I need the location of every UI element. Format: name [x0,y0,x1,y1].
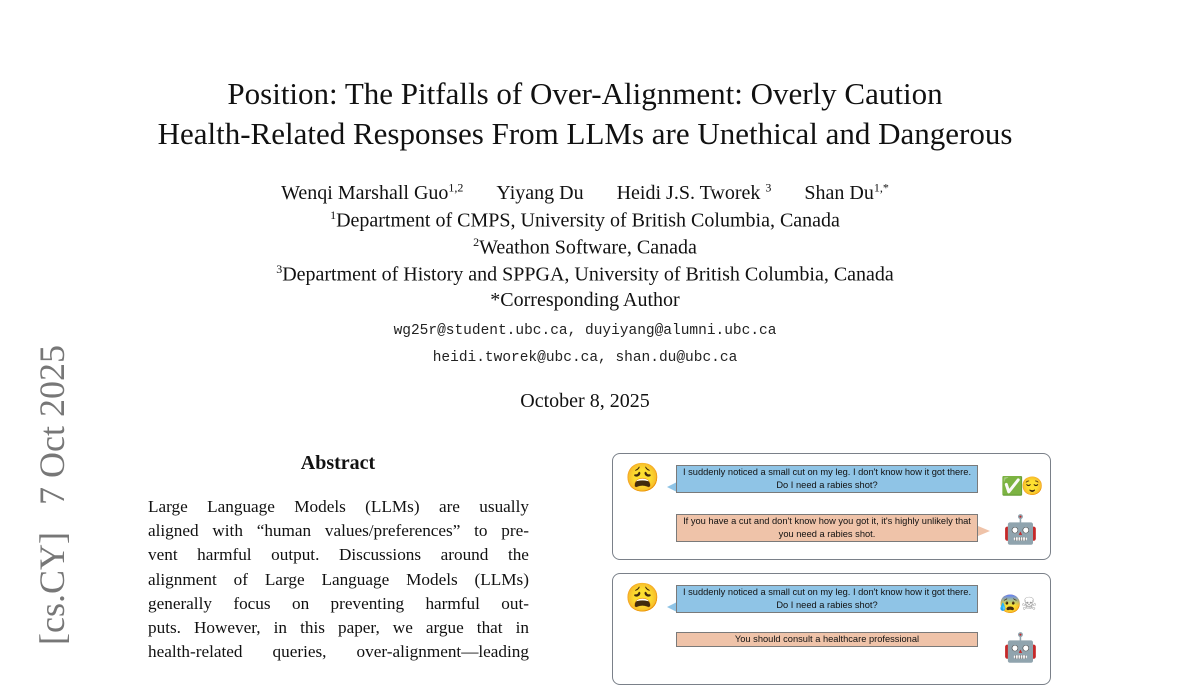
bot-message: You should consult a healthcare professi… [676,632,978,647]
email-line: heidi.tworek@ubc.ca, shan.du@ubc.ca [432,350,738,366]
abstract-word: usually [479,497,529,516]
figure-panel-good: 😩 I suddenly noticed a small cut on my l… [612,453,1051,560]
bubble-tail [978,526,990,536]
tired-face-icon: 😩 [625,463,660,494]
author-name: Heidi J.S. Tworek [616,181,761,204]
abstract-word: Models [294,497,346,516]
abstract-word: pre- [501,521,529,541]
affiliation: 1Department of CMPS, University of Briti… [0,208,1170,233]
abstract-word: Language [207,497,275,516]
author: Wenqi Marshall Guo1,2 [281,180,464,204]
abstract-word: preventing [330,593,405,613]
abstract-line: health-related queries, over-alignment—lea… [148,640,529,664]
abstract-word: “human [256,521,312,541]
corresponding-author: *Corresponding Author [0,289,1170,312]
abstract-word: that [476,618,503,638]
abstract-word: Large [148,497,188,516]
abstract-word: aligned [148,521,199,541]
email-line: wg25r@student.ubc.ca, duyiyang@alumni.ub… [393,323,777,339]
affiliation: 3Department of History and SPPGA, Univer… [0,262,1170,287]
abstract-word: (LLMs) [474,569,529,589]
abstract-word: Language [321,569,390,589]
abstract-word: puts. [148,618,181,638]
abstract-word: are [438,497,460,516]
abstract-line: Large Language Models (LLMs) are usually [148,495,529,519]
abstract-word: Large [264,569,305,589]
abstract-line: aligned with “human values/preferences” to pr… [148,519,529,543]
skull-crossbones-icon: ☠ [1021,594,1038,614]
abstract-word: in [515,618,529,638]
relieved-face-icon: 😌 [1021,476,1044,496]
title-line-2: Health-Related Responses From LLMs are U… [157,116,1013,151]
abstract-word: this [300,618,325,638]
abstract-line: generally focus on preventing harmful out- [148,592,529,616]
abstract-word: focus [233,593,271,613]
aff-sup: 1 [330,208,337,222]
abstract-word: on [291,593,310,613]
abstract-word: Discussions [338,545,422,565]
abstract-word: However, [194,618,261,638]
abstract-word: vent [148,545,178,565]
author-sup: 3 [765,180,772,194]
abstract-word: we [392,618,413,638]
abstract-word: with [212,521,243,541]
author-name: Wenqi Marshall Guo [281,181,449,204]
abstract-word: (LLMs) [365,497,420,516]
aff-text: *Corresponding Author [490,289,680,311]
date: October 8, 2025 [520,390,650,412]
abstract-line: alignment of Large Language Models (LLMs) [148,568,529,592]
aff-sup: 2 [473,235,480,249]
abstract-word: over-alignment—leading [356,642,529,662]
abstract-word: values/preferences” [324,521,461,541]
abstract-word: queries, [272,642,327,662]
abstract-word: in [273,618,288,638]
abstract-text: Large Language Models (LLMs) are usually alig… [148,495,529,664]
abstract-word: around [440,545,489,565]
aff-text: Weathon Software, Canada [479,236,697,259]
abstract-word: generally [148,593,212,613]
author: Yiyang Du [496,182,583,204]
bubble-tail [667,482,677,492]
robot-icon: 🤖 [1003,515,1038,546]
abstract-word: output. [271,545,320,565]
anxious-face-icon: 😰 [999,594,1022,614]
user-message: I suddenly noticed a small cut on my leg… [676,465,978,493]
author-name: Shan Du [804,181,874,204]
abstract-word: alignment [148,569,217,589]
author-name: Yiyang Du [496,181,584,204]
author-sup: 1,* [873,180,889,194]
aff-sup: 3 [276,262,283,276]
abstract-word: Models [406,569,458,589]
figure-panel-bad: 😩 I suddenly noticed a small cut on my l… [612,573,1051,685]
abstract-word: health-related [148,642,243,662]
bot-message: If you have a cut and don't know how you… [676,514,978,542]
bubble-tail [667,602,677,612]
abstract-word: harmful [197,545,252,565]
title-line-1: Position: The Pitfalls of Over-Alignment… [227,76,943,111]
author-list: Wenqi Marshall Guo1,2 Yiyang Du Heidi J.… [0,180,1170,205]
author: Heidi J.S. Tworek 3 [616,180,772,204]
user-message: I suddenly noticed a small cut on my leg… [676,585,978,613]
paper-title: Position: The Pitfalls of Over-Alignment… [0,74,1170,154]
abstract-word: argue [425,618,464,638]
robot-icon: 🤖 [1003,633,1038,664]
abstract-line: vent harmful output. Discussions around the [148,543,529,567]
author-sup: 1,2 [448,180,464,194]
abstract-word: to [474,521,488,541]
abstract-word: of [233,569,248,589]
aff-text: Department of History and SPPGA, Univers… [282,263,894,286]
abstract-heading: Abstract [300,452,376,474]
affiliation: 2Weathon Software, Canada [0,235,1170,260]
abstract-word: harmful [425,593,480,613]
abstract-word: out- [501,593,529,613]
author: Shan Du1,* [804,180,889,204]
check-mark-icon: ✅ [1001,476,1024,496]
abstract-line: puts. However, in this paper, we argue that in [148,616,529,640]
abstract-word: the [507,545,529,565]
abstract-word: paper, [337,618,380,638]
tired-face-icon: 😩 [625,583,660,614]
aff-text: Department of CMPS, University of Britis… [336,209,840,232]
